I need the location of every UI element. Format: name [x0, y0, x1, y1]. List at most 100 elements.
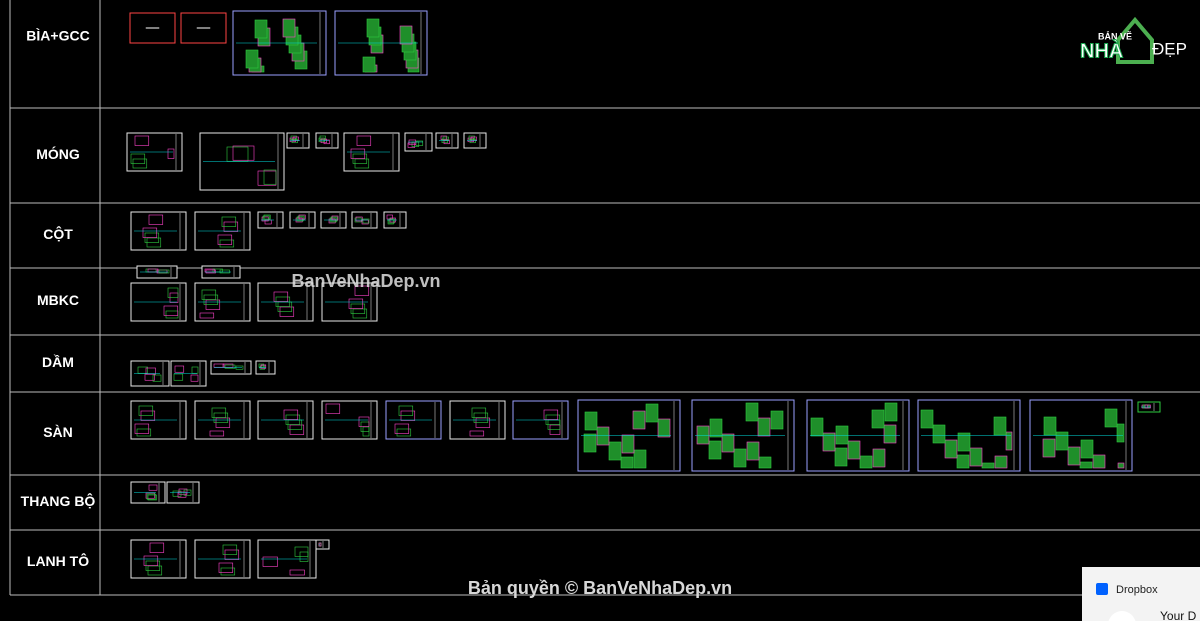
sheet-detail [1005, 431, 1013, 451]
sheet-detail [884, 402, 898, 422]
table-grid: BÌA+GCC MÓNG CỘT MBKC DẦM SÀN THANG BỘ LANH TÔ [9, 0, 1200, 596]
drawing-thumbnail [180, 12, 227, 44]
sheet-detail [1042, 438, 1056, 458]
sheet-detail [136, 428, 152, 437]
sheet-detail [220, 567, 236, 576]
sheet-detail [178, 488, 188, 495]
sheet-detail [219, 269, 230, 274]
sheet-detail [146, 493, 156, 500]
drawing-thumbnail [351, 211, 378, 229]
drawing-thumbnail [404, 132, 433, 152]
sheet-detail [944, 439, 958, 459]
drawing-thumbnail [194, 539, 251, 579]
drawing-thumbnail [232, 10, 327, 76]
drawing-thumbnail [1137, 401, 1161, 413]
sheet-detail [263, 214, 271, 220]
sheet-detail [1117, 462, 1125, 469]
sheet-detail [263, 169, 277, 185]
sheet-detail [709, 418, 723, 438]
sheet-detail [746, 441, 760, 461]
sheet-detail [134, 423, 150, 434]
notification[interactable]: Dropbox Your D [1082, 567, 1200, 621]
drawing-thumbnail [917, 399, 1021, 472]
sheet-detail [290, 135, 297, 141]
sheet-detail [584, 411, 598, 431]
logo-side: ĐẸP [1152, 39, 1187, 58]
sheet-detail [721, 433, 735, 453]
notification-text: Your D [1160, 609, 1197, 621]
sheet-detail [224, 364, 236, 369]
drawing-thumbnail [320, 211, 347, 229]
row-label: DẦM [42, 354, 74, 370]
sheet-detail [822, 432, 836, 452]
sheet-detail [145, 367, 156, 375]
sheet-detail [469, 430, 485, 437]
sheet-border [315, 539, 330, 550]
sheet-detail [289, 569, 305, 576]
sheet-detail [130, 153, 146, 164]
sheet-detail [994, 455, 1008, 469]
drawing-thumbnail [255, 360, 276, 375]
drawing-thumbnail [577, 399, 681, 472]
sheet-detail [621, 434, 635, 454]
sheet-detail [260, 364, 267, 369]
drawing-thumbnail [343, 132, 400, 172]
sheet-detail [708, 440, 722, 460]
sheet-detail [211, 407, 227, 418]
drawing-thumbnail [315, 539, 330, 550]
drawing-thumbnail [321, 282, 378, 322]
sheet-detail [1055, 431, 1069, 451]
drawing-thumbnail [385, 400, 442, 440]
copyright: Bản quyền © BanVeNhaDep.vn [468, 578, 732, 598]
sheet-detail [398, 405, 414, 416]
sheet-detail [201, 289, 217, 300]
sheet-detail [167, 148, 175, 159]
sheet-detail [1080, 439, 1094, 459]
sheet-detail [355, 216, 363, 222]
sheet-detail [645, 403, 659, 423]
sheet-detail [356, 135, 372, 146]
sheet-detail [218, 562, 234, 573]
sheet-detail [330, 216, 338, 222]
sheet-detail [325, 403, 341, 414]
sheet-detail [872, 448, 886, 468]
sheet-detail [148, 484, 158, 491]
drawing-thumbnail [126, 132, 183, 172]
sheet-detail [394, 423, 410, 434]
sheet-detail [471, 407, 487, 418]
sheet-detail [745, 402, 759, 422]
drawing-thumbnail [130, 400, 187, 440]
sheet-detail [138, 405, 154, 416]
drawing-thumbnails [126, 10, 1161, 579]
sheet-detail [350, 148, 366, 159]
sheet-detail [173, 373, 184, 381]
sheet-detail [163, 305, 179, 316]
drawing-thumbnail [383, 211, 407, 229]
sheet-detail [282, 18, 296, 38]
sheet-detail [362, 56, 376, 73]
watermark: BanVeNhaDep.vn [291, 271, 440, 291]
drawing-thumbnail [257, 282, 314, 322]
sheet-detail [388, 218, 395, 224]
sheet-detail [298, 214, 306, 220]
sheet-detail [696, 425, 710, 445]
sheet-detail [199, 312, 215, 319]
drawing-thumbnail [130, 211, 187, 251]
sheet-detail [969, 447, 983, 467]
notification-app: Dropbox [1116, 584, 1158, 596]
drawing-thumbnail [257, 400, 314, 440]
sheet-detail [366, 18, 380, 38]
sheet-detail [758, 456, 772, 469]
row-label: BÌA+GCC [26, 28, 89, 44]
row-label: LANH TÔ [27, 552, 89, 569]
sheet-detail [1144, 404, 1151, 409]
sheet-detail [167, 287, 179, 298]
drawing-thumbnail [130, 282, 187, 322]
sheet-detail [134, 135, 150, 146]
sheet-detail [883, 424, 897, 444]
drawing-thumbnail [449, 400, 506, 440]
sheet-detail [142, 227, 158, 238]
sheet-detail [957, 432, 971, 452]
sheet-detail [358, 416, 370, 427]
